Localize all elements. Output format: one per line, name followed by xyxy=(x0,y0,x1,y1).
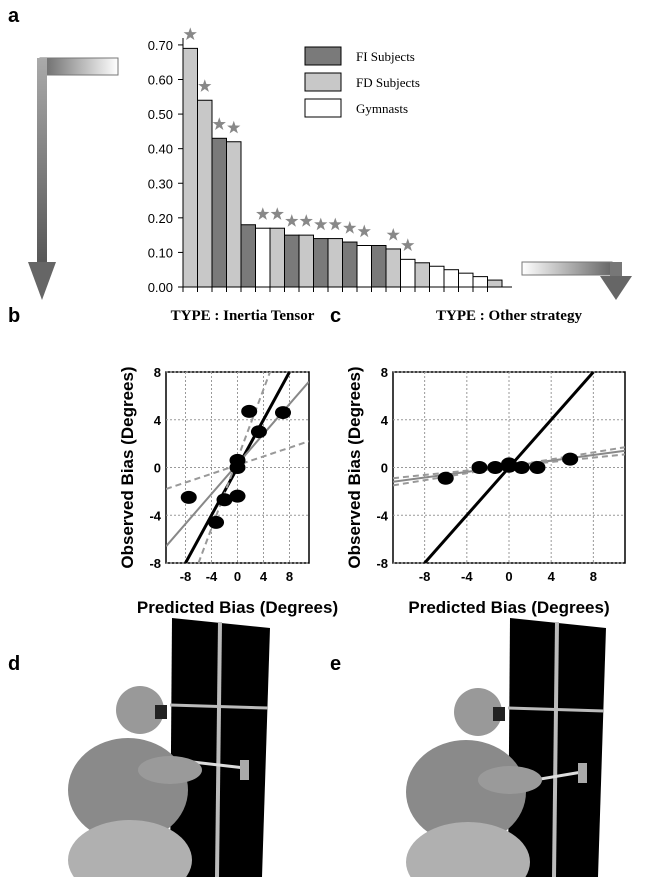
bar xyxy=(328,239,343,287)
bar xyxy=(241,225,256,287)
significance-star xyxy=(271,207,284,220)
significance-star xyxy=(300,214,313,227)
chart-title: TYPE : Inertia Tensor xyxy=(171,308,315,324)
y-tick-label: 0.00 xyxy=(148,280,173,295)
bar xyxy=(430,266,445,287)
bar xyxy=(314,239,329,287)
data-point xyxy=(208,516,224,529)
chart-title: TYPE : Other strategy xyxy=(436,308,582,324)
data-point xyxy=(241,405,257,418)
bar xyxy=(459,273,474,287)
data-point xyxy=(438,472,454,485)
y-tick-label: 8 xyxy=(381,365,388,380)
bar xyxy=(227,142,242,287)
data-point xyxy=(529,461,545,474)
bar xyxy=(488,280,503,287)
significance-star xyxy=(314,218,327,231)
bar xyxy=(299,235,314,287)
legend-swatch xyxy=(305,47,341,65)
x-tick-label: 4 xyxy=(260,569,268,584)
bar xyxy=(343,242,358,287)
y-tick-label: 0 xyxy=(381,461,388,476)
bar xyxy=(212,138,227,287)
y-axis-label: Observed Bias (Degrees) xyxy=(118,366,137,568)
data-point xyxy=(275,406,291,419)
legend-label: FI Subjects xyxy=(356,49,415,64)
y-tick-label: -4 xyxy=(376,508,388,523)
figure: a b c d e 0.000.100.200.300.400. xyxy=(0,0,646,877)
significance-star xyxy=(227,121,240,134)
y-tick-label: 0 xyxy=(154,461,161,476)
y-tick-label: 0.30 xyxy=(148,176,173,191)
legend-swatch xyxy=(305,99,341,117)
panel-label: b xyxy=(8,305,20,327)
data-point xyxy=(181,491,197,504)
significance-star xyxy=(213,117,226,130)
bar xyxy=(473,277,488,287)
y-tick-label: 8 xyxy=(154,365,161,380)
x-tick-label: -8 xyxy=(419,569,431,584)
bar xyxy=(183,48,198,287)
y-tick-label: 0.70 xyxy=(148,38,173,53)
x-axis-label: Predicted Bias (Degrees) xyxy=(408,598,609,617)
bar xyxy=(256,228,271,287)
y-tick-label: -8 xyxy=(376,556,388,571)
x-tick-label: 0 xyxy=(505,569,512,584)
y-tick-label: 0.60 xyxy=(148,73,173,88)
panel-label: a xyxy=(8,5,20,27)
bar xyxy=(270,228,285,287)
significance-star xyxy=(256,207,269,220)
bar xyxy=(372,246,387,288)
y-tick-label: 4 xyxy=(154,413,162,428)
y-tick-label: 4 xyxy=(381,413,389,428)
data-point xyxy=(562,453,578,466)
x-tick-label: 4 xyxy=(548,569,556,584)
x-tick-label: -8 xyxy=(180,569,192,584)
bar xyxy=(357,246,372,288)
data-point xyxy=(230,490,246,503)
y-tick-label: 0.40 xyxy=(148,142,173,157)
x-tick-label: -4 xyxy=(461,569,473,584)
x-tick-label: 0 xyxy=(234,569,241,584)
panel-label: d xyxy=(8,653,20,675)
y-tick-label: -8 xyxy=(149,556,161,571)
data-point xyxy=(487,461,503,474)
scene-e xyxy=(406,618,606,877)
y-axis-label: Observed Bias (Degrees) xyxy=(345,366,364,568)
scene-d xyxy=(68,618,270,877)
x-tick-label: -4 xyxy=(206,569,218,584)
legend-label: FD Subjects xyxy=(356,75,420,90)
x-tick-label: 8 xyxy=(590,569,597,584)
data-point xyxy=(471,461,487,474)
data-point xyxy=(514,461,530,474)
y-tick-label: 0.50 xyxy=(148,107,173,122)
bar xyxy=(285,235,300,287)
panel-label: c xyxy=(330,305,341,327)
significance-star xyxy=(285,214,298,227)
bar xyxy=(415,263,430,287)
y-tick-label: 0.20 xyxy=(148,211,173,226)
left-arrow xyxy=(28,58,118,300)
data-point xyxy=(251,425,267,438)
significance-star xyxy=(358,225,371,238)
x-tick-label: 8 xyxy=(286,569,293,584)
right-arrow xyxy=(522,262,632,300)
panel-label: e xyxy=(330,653,341,675)
bar xyxy=(386,249,401,287)
significance-star xyxy=(401,238,414,251)
significance-star xyxy=(184,27,197,40)
bar xyxy=(198,100,213,287)
bar xyxy=(401,259,416,287)
data-point xyxy=(230,461,246,474)
significance-star xyxy=(329,218,342,231)
significance-star xyxy=(343,221,356,234)
significance-star xyxy=(198,79,211,92)
bar xyxy=(444,270,459,287)
y-tick-label: 0.10 xyxy=(148,245,173,260)
legend-swatch xyxy=(305,73,341,91)
x-axis-label: Predicted Bias (Degrees) xyxy=(137,598,338,617)
y-tick-label: -4 xyxy=(149,508,161,523)
significance-star xyxy=(387,228,400,241)
legend-label: Gymnasts xyxy=(356,101,408,116)
